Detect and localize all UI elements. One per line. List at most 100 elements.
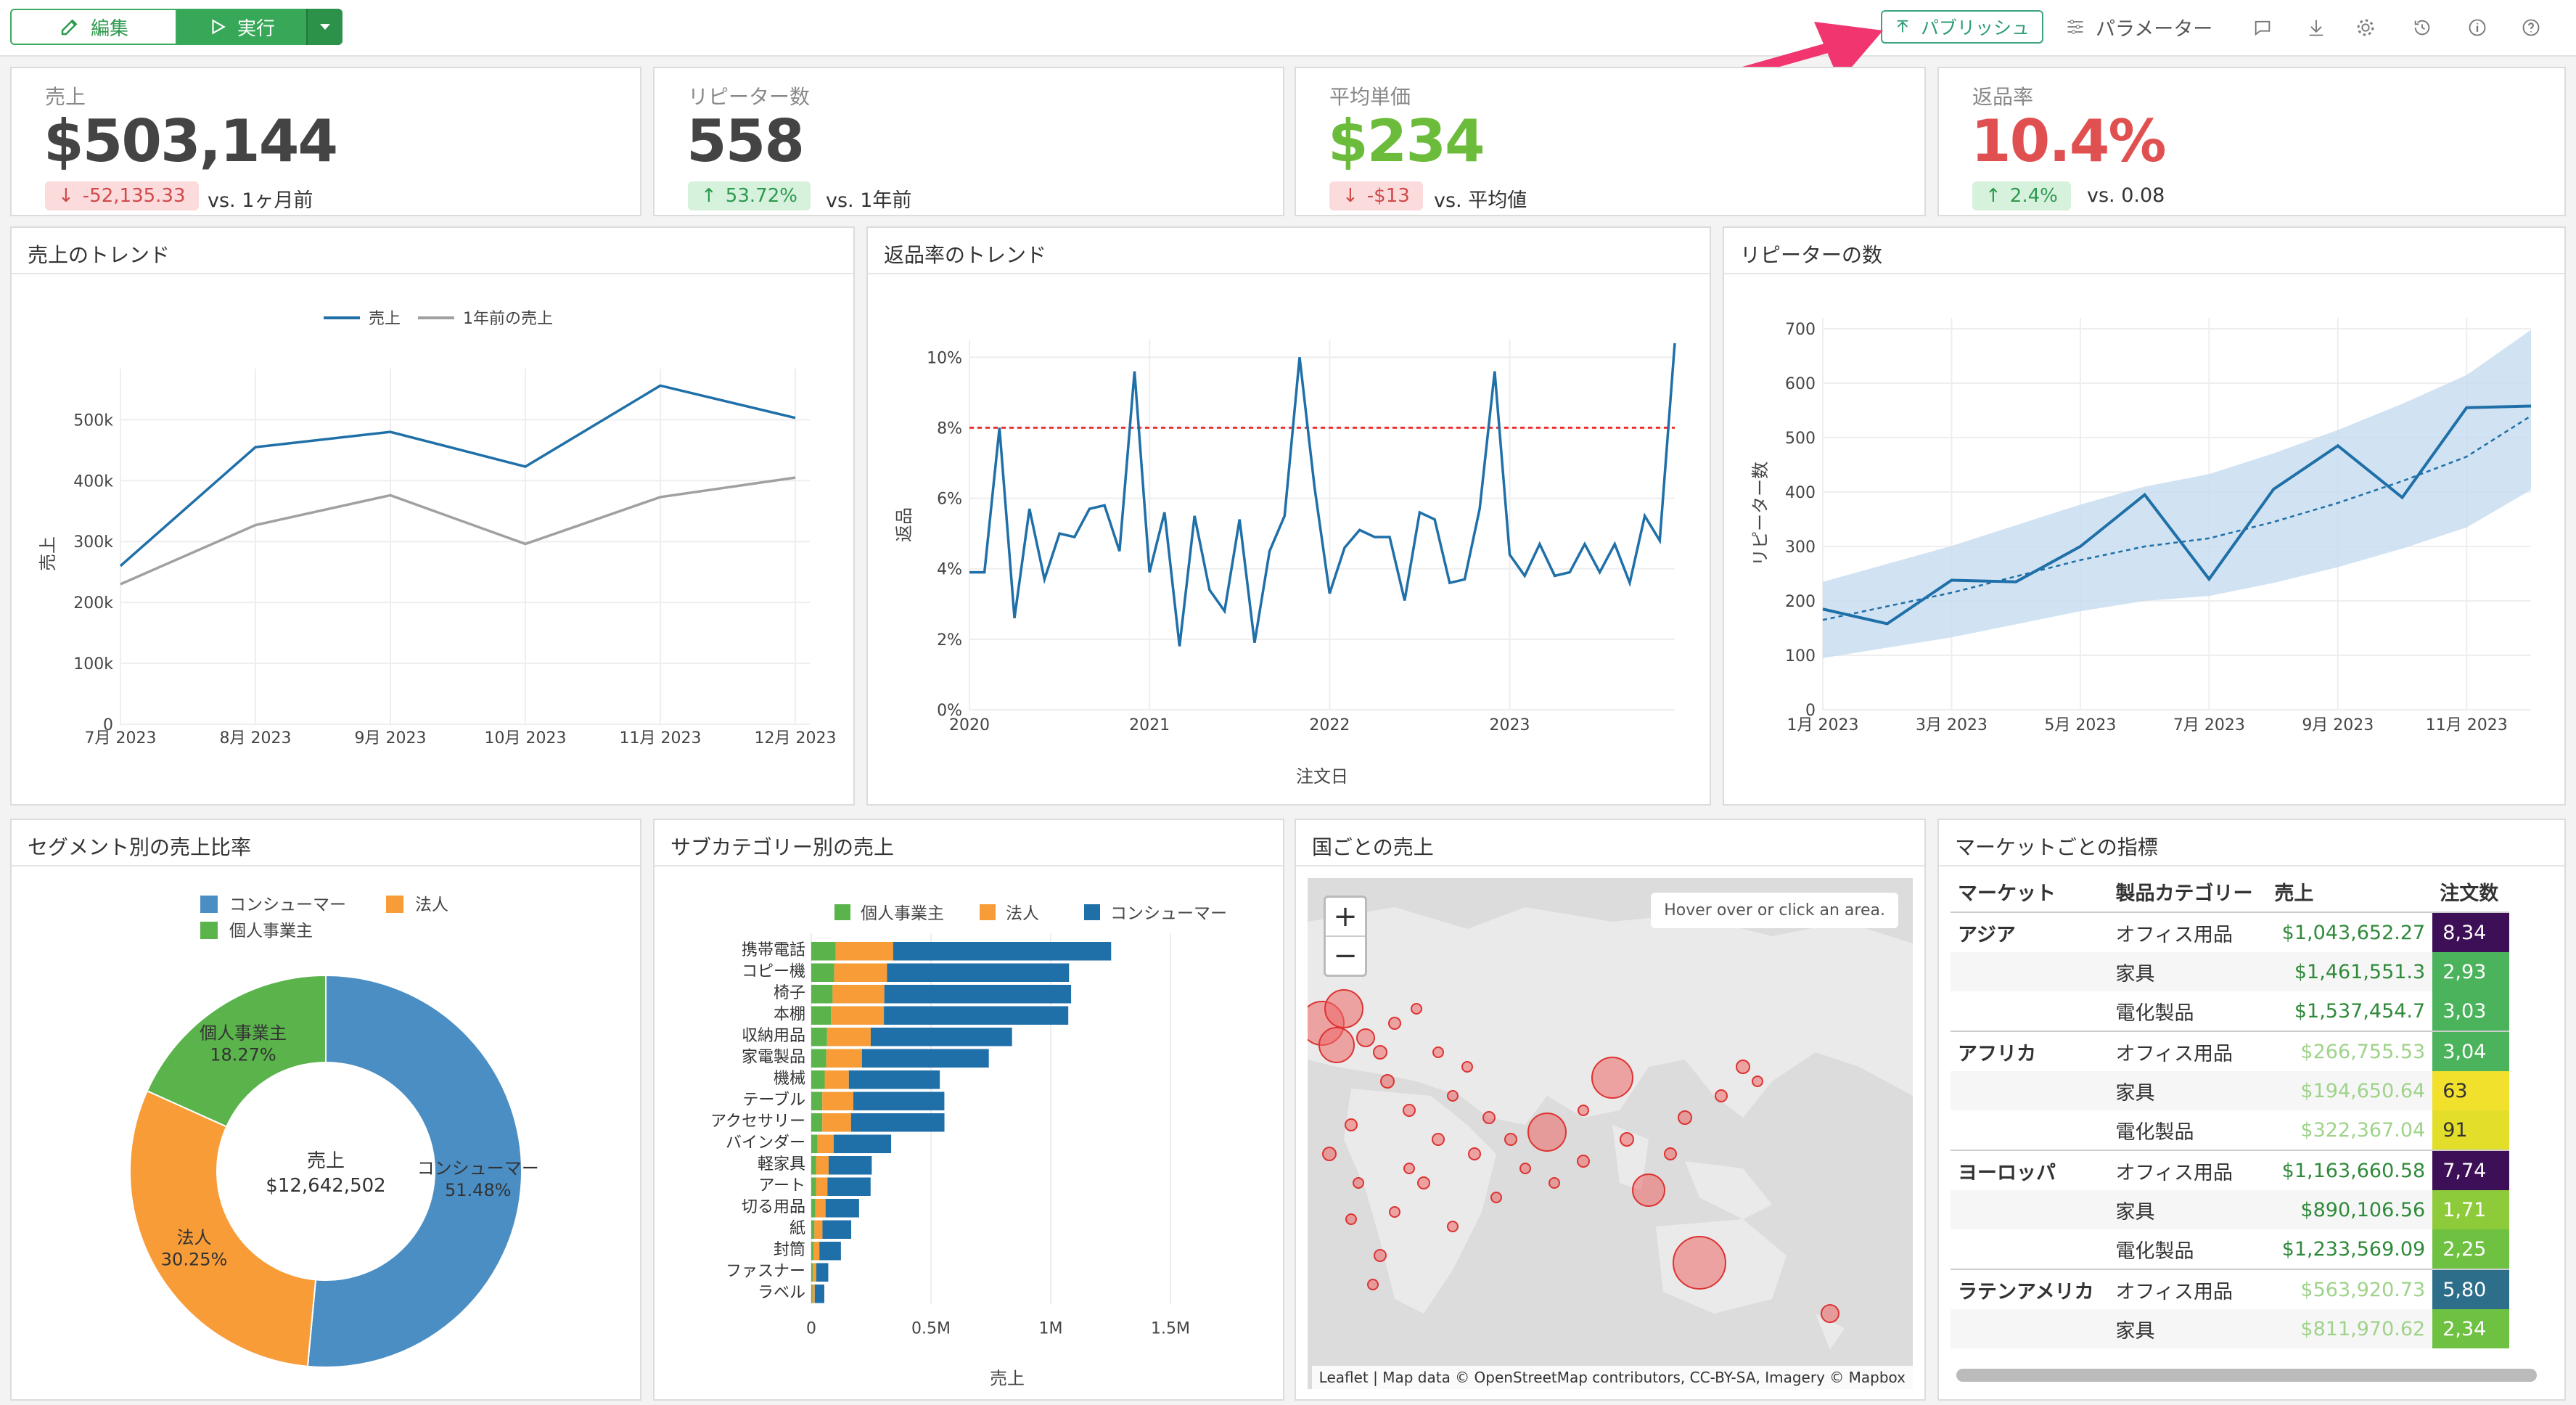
- table-cell: 家具: [2115, 1319, 2155, 1343]
- bar-segment: [822, 1220, 852, 1239]
- publish-button[interactable]: パブリッシュ: [1881, 10, 2043, 44]
- table-cell: 1,71: [2432, 1190, 2509, 1229]
- x-tick-label: 2020: [949, 716, 990, 734]
- kpi-change-badge: ↓ -$13: [1329, 181, 1423, 210]
- y-tick-label: ファスナー: [726, 1263, 805, 1281]
- y-tick-label: 6%: [937, 491, 962, 509]
- comment-icon[interactable]: [2249, 15, 2276, 41]
- table-header[interactable]: マーケット: [1951, 871, 2109, 913]
- table-cell: オフィス用品: [2115, 1042, 2233, 1065]
- map-view[interactable]: + − Hover over or click an area. Leaflet…: [1308, 878, 1913, 1389]
- kpi-change-value: -$13: [1366, 185, 1410, 207]
- slice-value: 51.48%: [445, 1180, 512, 1200]
- table-cell: 電化製品: [2115, 1001, 2194, 1025]
- x-axis-label: 注文日: [1296, 766, 1348, 787]
- kpi-label: リピーター数: [688, 85, 811, 109]
- bar-segment: [813, 1263, 816, 1282]
- x-tick-label: 10月 2023: [485, 729, 567, 747]
- bar-segment: [822, 1113, 851, 1132]
- table-cell: $1,233,569.09: [2281, 1237, 2426, 1261]
- slice-value: 30.25%: [161, 1250, 228, 1270]
- edit-icon: [61, 19, 78, 36]
- y-axis-label: 返品: [894, 507, 914, 542]
- sliders-icon: [2067, 20, 2083, 34]
- x-tick-label: 1月 2023: [1787, 716, 1859, 734]
- kpi-card-repeaters: リピーター数 558 ↑ 53.72% vs. 1年前: [653, 67, 1284, 216]
- zoom-in-button[interactable]: +: [1326, 898, 1365, 937]
- kpi-value: 10.4%: [1971, 107, 2167, 175]
- series-line: [1822, 404, 2532, 626]
- kpi-comparison: vs. 1ヶ月前: [208, 189, 313, 212]
- gear-icon[interactable]: [2353, 15, 2379, 41]
- table-cell: $563,920.73: [2300, 1278, 2426, 1301]
- legend-label: 売上: [369, 310, 401, 328]
- bar-segment: [848, 1070, 940, 1089]
- bar-segment: [816, 1263, 829, 1282]
- y-tick-label: 10%: [927, 349, 962, 367]
- x-tick-label: 3月 2023: [1916, 716, 1988, 734]
- y-tick-label: 機械: [774, 1070, 805, 1088]
- legend-swatch: [834, 904, 850, 920]
- run-button[interactable]: 実行: [177, 9, 306, 45]
- horizontal-scrollbar[interactable]: [1956, 1369, 2537, 1382]
- table-cell: [1951, 1309, 2108, 1348]
- info-icon[interactable]: [2464, 15, 2490, 41]
- table-row: 家具 $890,106.56 1,71: [1951, 1190, 2509, 1229]
- table-header[interactable]: 注文数: [2432, 871, 2509, 913]
- x-tick-label: 5月 2023: [2044, 716, 2116, 734]
- history-icon[interactable]: [2409, 15, 2435, 41]
- table-row: 家具 $811,970.62 2,34: [1951, 1309, 2509, 1348]
- table-cell: $1,537,454.7: [2294, 999, 2426, 1023]
- x-tick-label: 11月 2023: [2426, 716, 2508, 734]
- x-tick-label: 2021: [1129, 716, 1170, 734]
- zoom-out-button[interactable]: −: [1333, 939, 1358, 972]
- table-cell: 2,34: [2432, 1309, 2509, 1348]
- bar-segment: [853, 1091, 945, 1110]
- parameter-button[interactable]: パラメーター: [2065, 10, 2212, 44]
- segment-panel: セグメント別の売上比率 コンシューマー 51.48% 法人 30.25% 個人事業主 18…: [10, 819, 641, 1401]
- help-icon[interactable]: [2518, 15, 2544, 41]
- table-cell: 3,04: [2432, 1031, 2509, 1071]
- table-cell: オフィス用品: [2115, 923, 2233, 946]
- y-tick-label: 椅子: [774, 984, 805, 1002]
- table-cell: [1951, 1110, 2108, 1150]
- arrow-down-icon: ↓: [58, 185, 74, 207]
- table-header[interactable]: 製品カテゴリー: [2108, 871, 2268, 913]
- series-line-0: [119, 384, 796, 568]
- legend-label: 個人事業主: [229, 922, 313, 941]
- table-cell: ラテンアメリカ: [1958, 1280, 2094, 1303]
- center-value: $12,642,502: [266, 1175, 385, 1197]
- download-icon[interactable]: [2303, 15, 2329, 41]
- kpi-change-badge: ↓ -52,135.33: [45, 181, 199, 210]
- x-tick-label: 9月 2023: [2302, 716, 2374, 734]
- kpi-value: $503,144: [44, 107, 338, 175]
- slice-label: 法人: [177, 1228, 212, 1248]
- legend-swatch: [386, 896, 403, 913]
- table-header[interactable]: 売上: [2267, 871, 2433, 913]
- sales-trend-panel: 売上のトレンド 0 100k 200k 300k 400k 500k 7月 2023 8月 2…: [10, 226, 855, 806]
- y-tick-label: 100k: [73, 655, 113, 673]
- panel-title: サブカテゴリー別の売上: [670, 835, 895, 859]
- kpi-value: 558: [686, 107, 805, 175]
- run-dropdown-button[interactable]: [306, 9, 342, 45]
- y-tick-label: 500: [1785, 430, 1816, 448]
- edit-label: 編集: [90, 17, 128, 40]
- table-row: 電化製品 $1,233,569.09 2,25: [1951, 1229, 2509, 1269]
- y-tick-label: 0: [103, 716, 113, 734]
- edit-button[interactable]: 編集: [10, 9, 177, 45]
- table-cell: $811,970.62: [2300, 1317, 2426, 1340]
- confidence-band: [1823, 329, 2531, 658]
- bar-segment: [812, 1285, 815, 1303]
- x-tick-label: 7月 2023: [2173, 716, 2245, 734]
- bar-segment: [884, 985, 1072, 1004]
- table-row: ラテンアメリカ オフィス用品 $563,920.73 5,80: [1951, 1269, 2509, 1309]
- table-cell: 2,93: [2432, 952, 2509, 991]
- table-cell: ヨーロッパ: [1958, 1161, 2056, 1184]
- table-cell: $266,755.53: [2300, 1040, 2426, 1063]
- bar-segment: [811, 1006, 832, 1025]
- panel-title: 国ごとの売上: [1312, 835, 1434, 859]
- arrow-up-icon: ↑: [701, 185, 717, 207]
- bar-segment: [825, 1199, 859, 1218]
- panel-title: リピーターの数: [1740, 243, 1883, 267]
- bar-segment: [814, 1285, 825, 1303]
